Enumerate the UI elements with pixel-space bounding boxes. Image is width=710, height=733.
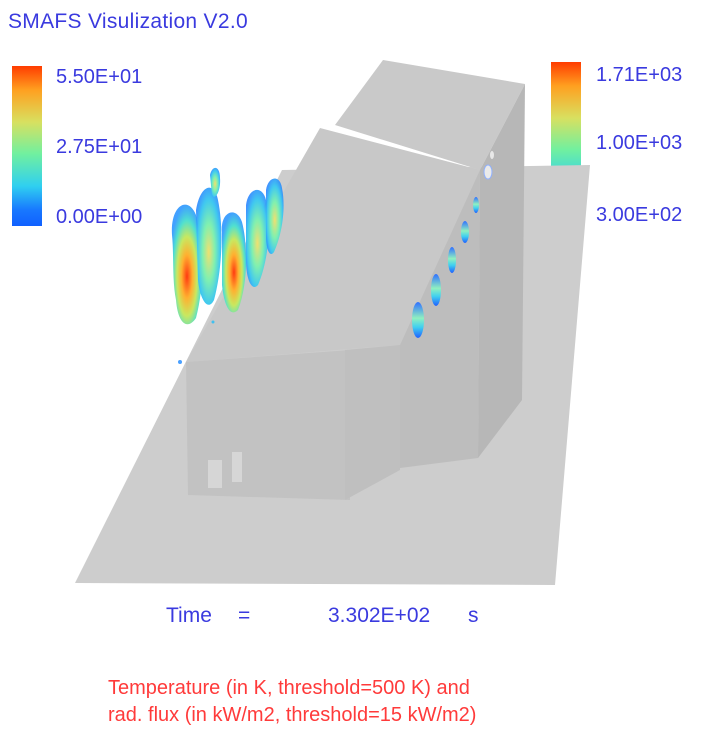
flux-spot: [211, 320, 215, 324]
caption-line-1: Temperature (in K, threshold=500 K) and: [108, 677, 470, 699]
temperature-plume: [171, 167, 284, 325]
colorbar-left: [12, 66, 42, 226]
colorbar-right-min-label: 3.00E+02: [596, 204, 683, 226]
colorbar-left-min-label: 0.00E+00: [56, 206, 143, 228]
colorbar-right-mid-label: 1.00E+03: [596, 132, 683, 154]
front-block-top: [186, 128, 480, 362]
door-opening: [232, 452, 242, 482]
time-value: 3.302E+02: [328, 604, 431, 627]
back-block-top: [335, 60, 525, 170]
time-equals: =: [238, 604, 251, 627]
front-block-front: [186, 350, 350, 500]
flux-spot: [178, 360, 182, 364]
app-title: SMAFS Visulization V2.0: [8, 10, 248, 33]
front-block-side: [400, 170, 480, 468]
colorbar-left-mid-label: 2.75E+01: [56, 136, 143, 158]
time-unit: s: [468, 604, 479, 627]
time-label: Time: [166, 604, 212, 627]
door-opening: [208, 460, 222, 488]
colorbar-right-max-label: 1.71E+03: [596, 64, 683, 86]
window-flux-group: [412, 151, 494, 338]
colorbar-left-max-label: 5.50E+01: [56, 66, 143, 88]
caption-line-2: rad. flux (in kW/m2, threshold=15 kW/m2): [108, 704, 477, 726]
front-block-extension: [345, 345, 400, 500]
